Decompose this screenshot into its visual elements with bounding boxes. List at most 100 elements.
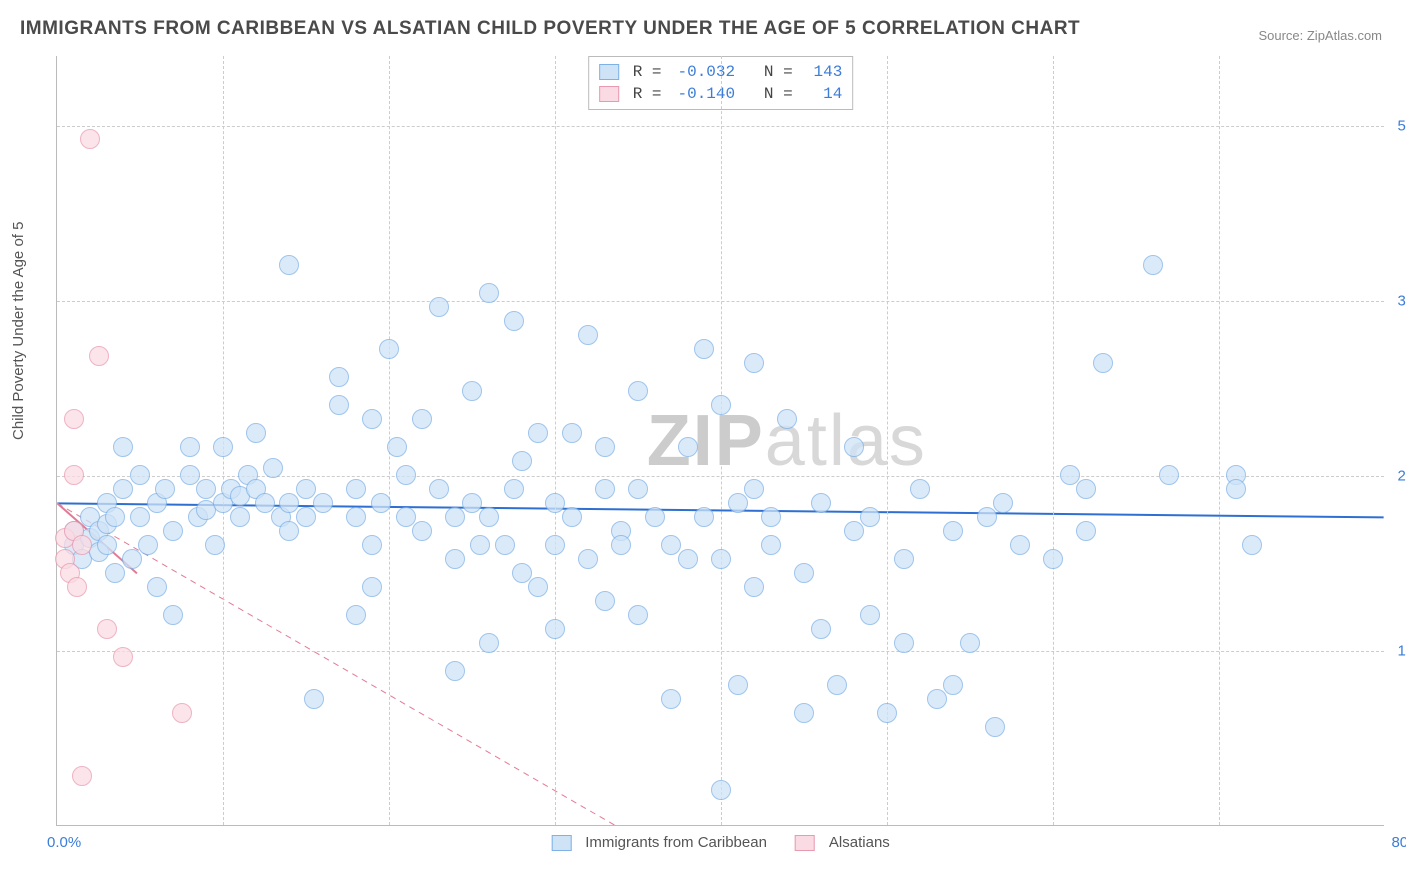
data-point: [711, 549, 731, 569]
data-point: [429, 479, 449, 499]
data-point: [761, 535, 781, 555]
plot-area: ZIPatlas R = -0.032 N = 143R = -0.140 N …: [56, 56, 1384, 826]
data-point: [97, 619, 117, 639]
data-point: [230, 507, 250, 527]
data-point: [1242, 535, 1262, 555]
legend-swatch: [599, 64, 619, 80]
legend-swatch: [599, 86, 619, 102]
data-point: [528, 423, 548, 443]
data-point: [528, 577, 548, 597]
data-point: [138, 535, 158, 555]
legend-label: Alsatians: [829, 834, 890, 851]
y-axis-label: Child Poverty Under the Age of 5: [10, 222, 27, 440]
data-point: [263, 458, 283, 478]
data-point: [313, 493, 333, 513]
data-point: [595, 437, 615, 457]
data-point: [379, 339, 399, 359]
data-point: [794, 563, 814, 583]
data-point: [595, 591, 615, 611]
data-point: [72, 535, 92, 555]
data-point: [279, 493, 299, 513]
data-point: [910, 479, 930, 499]
data-point: [72, 766, 92, 786]
data-point: [495, 535, 515, 555]
data-point: [744, 353, 764, 373]
data-point: [1076, 521, 1096, 541]
chart-title: IMMIGRANTS FROM CARIBBEAN VS ALSATIAN CH…: [20, 18, 1080, 40]
data-point: [811, 493, 831, 513]
source-attribution: Source: ZipAtlas.com: [1258, 28, 1382, 43]
data-point: [279, 521, 299, 541]
data-point: [346, 507, 366, 527]
data-point: [744, 479, 764, 499]
data-point: [80, 129, 100, 149]
data-point: [1043, 549, 1063, 569]
data-point: [130, 507, 150, 527]
data-point: [504, 311, 524, 331]
data-point: [628, 381, 648, 401]
data-point: [445, 661, 465, 681]
data-point: [545, 493, 565, 513]
data-point: [113, 479, 133, 499]
gridline-vertical: [1219, 56, 1220, 825]
gridline-vertical: [721, 56, 722, 825]
data-point: [512, 451, 532, 471]
data-point: [462, 381, 482, 401]
data-point: [279, 255, 299, 275]
data-point: [1010, 535, 1030, 555]
data-point: [927, 689, 947, 709]
data-point: [1159, 465, 1179, 485]
data-point: [255, 493, 275, 513]
data-point: [172, 703, 192, 723]
data-point: [711, 395, 731, 415]
data-point: [396, 465, 416, 485]
data-point: [761, 507, 781, 527]
data-point: [545, 535, 565, 555]
data-point: [844, 437, 864, 457]
data-point: [661, 535, 681, 555]
data-point: [371, 493, 391, 513]
data-point: [860, 605, 880, 625]
legend-label: Immigrants from Caribbean: [585, 834, 767, 851]
data-point: [213, 437, 233, 457]
data-point: [611, 535, 631, 555]
data-point: [562, 423, 582, 443]
gridline-vertical: [555, 56, 556, 825]
data-point: [1143, 255, 1163, 275]
data-point: [67, 577, 87, 597]
data-point: [163, 521, 183, 541]
data-point: [794, 703, 814, 723]
data-point: [105, 563, 125, 583]
data-point: [479, 283, 499, 303]
legend-item: Alsatians: [795, 834, 890, 851]
x-axis-min-label: 0.0%: [47, 834, 81, 851]
data-point: [180, 465, 200, 485]
data-point: [113, 647, 133, 667]
legend-swatch: [551, 835, 571, 851]
data-point: [811, 619, 831, 639]
data-point: [246, 423, 266, 443]
data-point: [1093, 353, 1113, 373]
data-point: [445, 549, 465, 569]
data-point: [661, 689, 681, 709]
data-point: [113, 437, 133, 457]
data-point: [479, 507, 499, 527]
data-point: [429, 297, 449, 317]
data-point: [512, 563, 532, 583]
data-point: [943, 521, 963, 541]
x-axis-max-label: 80.0%: [1391, 834, 1406, 851]
data-point: [329, 395, 349, 415]
data-point: [977, 507, 997, 527]
data-point: [1226, 479, 1246, 499]
data-point: [163, 605, 183, 625]
gridline-vertical: [1053, 56, 1054, 825]
data-point: [346, 479, 366, 499]
data-point: [694, 507, 714, 527]
data-point: [362, 535, 382, 555]
data-point: [960, 633, 980, 653]
data-point: [943, 675, 963, 695]
data-point: [89, 346, 109, 366]
data-point: [678, 549, 698, 569]
data-point: [196, 479, 216, 499]
data-point: [387, 437, 407, 457]
